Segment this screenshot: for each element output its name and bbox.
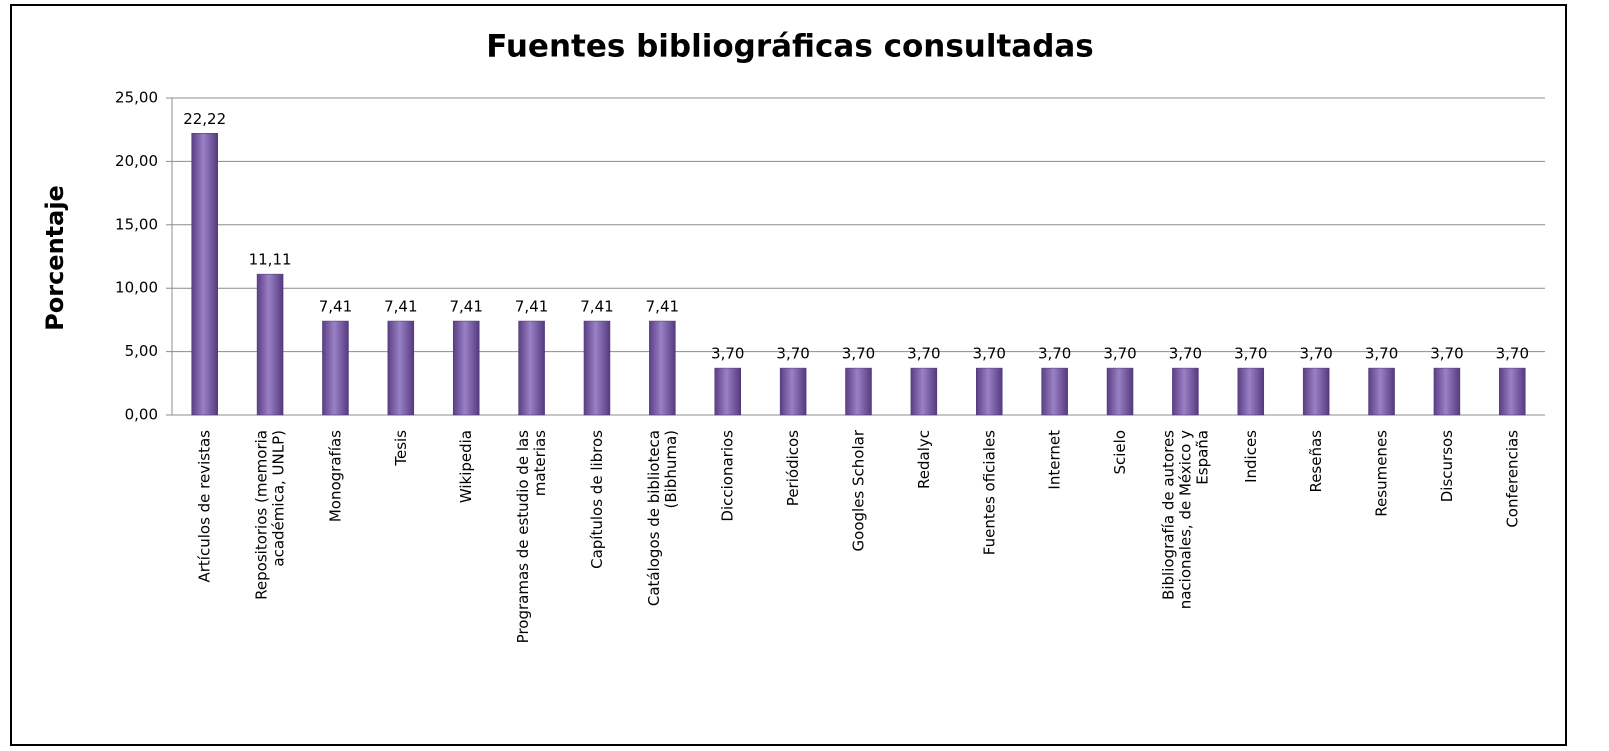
- data-label: 3,70: [1038, 345, 1071, 363]
- data-label: 7,41: [450, 298, 483, 316]
- x-tick-label: Resumenes: [1373, 430, 1391, 517]
- bar: [1172, 367, 1199, 416]
- x-tick-label: Programas de estudio de las materias: [514, 430, 549, 644]
- x-tick-label: Scielo: [1111, 430, 1129, 475]
- x-tick-label: Wikipedia: [457, 430, 475, 503]
- bar: [452, 320, 480, 416]
- data-label: 3,70: [842, 345, 875, 363]
- data-label: 3,70: [907, 345, 940, 363]
- data-label: 3,70: [711, 345, 744, 363]
- x-tick-label: Redalyc: [915, 430, 933, 489]
- data-label: 7,41: [515, 298, 548, 316]
- x-tick-label: Artículos de revistas: [196, 430, 214, 583]
- y-axis-label: Porcentaje: [41, 185, 69, 331]
- bar: [714, 367, 741, 416]
- chart-title: Fuentes bibliográficas consultadas: [486, 29, 1094, 65]
- y-tick-label: 10,00: [115, 279, 158, 297]
- data-label: 7,41: [384, 298, 417, 316]
- bar: [256, 273, 284, 416]
- x-tick-label: Monografías: [326, 430, 344, 522]
- x-tick-label: Fuentes oficiales: [980, 430, 998, 555]
- bar: [649, 320, 676, 416]
- data-label: 3,70: [1103, 345, 1136, 363]
- data-label: 3,70: [1169, 345, 1202, 363]
- bar: [518, 320, 545, 416]
- bar: [1499, 367, 1526, 416]
- x-tick-label: Internet: [1046, 430, 1064, 490]
- y-tick-label: 15,00: [115, 215, 158, 233]
- y-tick-label: 5,00: [125, 342, 158, 360]
- bar: [1433, 367, 1461, 416]
- x-tick-label: Tesis: [392, 430, 410, 467]
- bar: [779, 367, 807, 416]
- data-label: 3,70: [776, 345, 809, 363]
- bar: [910, 367, 938, 416]
- data-label: 7,41: [646, 298, 679, 316]
- data-label: 3,70: [1430, 345, 1463, 363]
- bar: [976, 367, 1003, 416]
- bar: [322, 320, 349, 416]
- x-tick-label: Googles Scholar: [850, 429, 868, 551]
- bar: [1302, 367, 1330, 416]
- data-label: 3,70: [1234, 345, 1267, 363]
- data-label: 3,70: [1496, 345, 1529, 363]
- data-label: 7,41: [580, 298, 613, 316]
- x-tick-label: Catálogos de biblioteca (Bibhuma): [645, 430, 680, 606]
- bar: [1368, 367, 1395, 416]
- bar: [1041, 367, 1068, 416]
- x-tick-label: Reseñas: [1307, 430, 1325, 493]
- bar: [387, 320, 415, 416]
- bar: [1106, 367, 1134, 416]
- x-tick-label: Periódicos: [784, 430, 802, 506]
- x-tick-label: Bibliografía de autores nacionales, de M…: [1159, 430, 1211, 614]
- y-tick-label: 0,00: [125, 406, 158, 424]
- bar: [191, 133, 218, 416]
- data-label: 22,22: [183, 110, 226, 128]
- x-tick-label: Conferencias: [1503, 430, 1521, 528]
- x-tick-label: Diccionarios: [719, 430, 737, 522]
- bar: [845, 367, 872, 416]
- data-label: 3,70: [973, 345, 1006, 363]
- x-tick-label: Discursos: [1438, 430, 1456, 502]
- data-label: 3,70: [1365, 345, 1398, 363]
- x-tick-label: Repositorios (memoria académica, UNLP): [253, 430, 288, 600]
- data-label: 7,41: [319, 298, 352, 316]
- x-tick-label: Capítulos de libros: [588, 430, 606, 569]
- bar: [1237, 367, 1265, 416]
- data-label: 3,70: [1299, 345, 1332, 363]
- x-tick-label: Indices: [1242, 430, 1260, 483]
- data-label: 11,11: [249, 251, 292, 269]
- y-tick-label: 25,00: [115, 89, 158, 107]
- bar: [583, 320, 611, 416]
- y-tick-label: 20,00: [115, 152, 158, 170]
